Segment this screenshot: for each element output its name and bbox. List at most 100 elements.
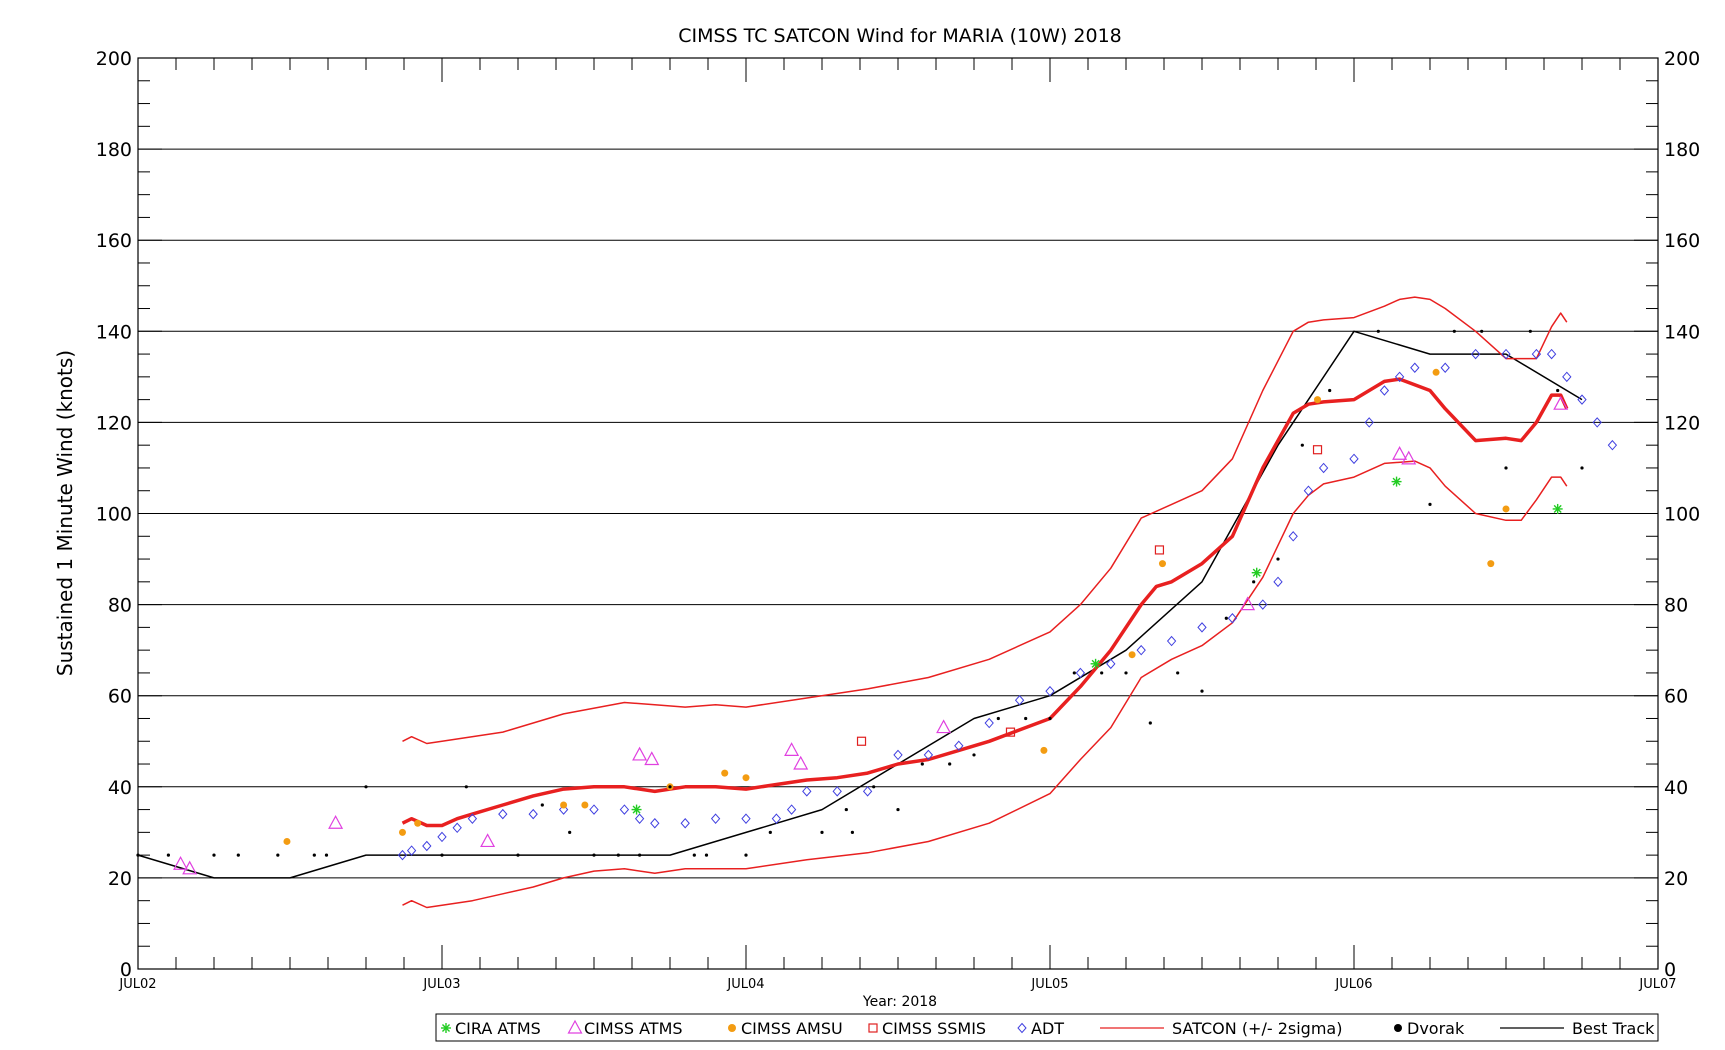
y-tick-label-left: 80 <box>108 595 132 617</box>
dvorak-point <box>568 830 572 834</box>
adt-point <box>1136 644 1146 656</box>
adt-point <box>397 849 408 861</box>
cimss-amsu-point <box>1432 368 1440 376</box>
dvorak-point <box>1276 557 1280 561</box>
adt-point <box>1364 417 1374 428</box>
y-tick-label-right: 80 <box>1664 595 1688 617</box>
legend-item-dvorak-swatch <box>1394 1024 1402 1032</box>
adt-point <box>1562 371 1572 383</box>
cira-atms-point <box>1552 503 1563 514</box>
legend-item-cimss-amsu: CIMSS AMSU <box>728 1019 843 1038</box>
adt-point <box>771 813 782 824</box>
dvorak-point <box>136 853 140 857</box>
legend-item-cimss-atms-swatch <box>567 1019 583 1034</box>
y-tick-label-left: 0 <box>120 959 132 981</box>
cira-atms-point <box>1391 476 1402 487</box>
y-tick-label-left: 160 <box>96 230 132 252</box>
cimss-amsu-point <box>581 801 589 809</box>
dvorak-point <box>1300 443 1304 447</box>
y-tick-label-left: 20 <box>108 868 132 890</box>
adt-point <box>1106 658 1116 670</box>
dvorak-point <box>1200 689 1204 693</box>
dvorak-point <box>744 853 748 857</box>
legend-item-dvorak: Dvorak <box>1394 1019 1465 1038</box>
adt-point <box>1045 685 1055 697</box>
legend-item-cira-atms-swatch <box>441 1023 451 1033</box>
adt-point <box>786 804 797 815</box>
dvorak-point <box>768 830 772 834</box>
y-axis-label: Sustained 1 Minute Wind (knots) <box>53 350 77 676</box>
y-tick-label-left: 180 <box>96 139 132 161</box>
y-tick-label-right: 0 <box>1664 959 1676 981</box>
dvorak-point <box>972 753 976 757</box>
x-tick-label: JUL05 <box>1030 977 1068 992</box>
legend-item-adt: ADT <box>1017 1019 1064 1038</box>
adt-point <box>1349 453 1359 465</box>
y-tick-label-right: 200 <box>1664 48 1700 70</box>
cimss-amsu-point <box>721 769 729 777</box>
dvorak-point <box>1124 671 1128 675</box>
adt-point <box>1379 385 1390 396</box>
dvorak-point <box>996 716 1000 721</box>
adt-point <box>650 817 660 829</box>
y-tick-label-left: 100 <box>96 504 132 526</box>
adt-point <box>893 749 903 761</box>
y-tick-labels-right: 0 20 40 60 80 100 120 140 160 180 200 <box>1664 48 1700 981</box>
dvorak-point <box>1100 671 1104 675</box>
dvorak-point <box>1176 671 1180 675</box>
adt-point <box>619 804 630 815</box>
adt-point <box>498 808 508 820</box>
dvorak-point <box>1376 329 1380 333</box>
adt-point <box>923 749 934 761</box>
dvorak-point <box>920 762 924 766</box>
cimss-ssmis-point <box>1154 545 1165 555</box>
x-tick-labels: JUL02 JUL03 JUL04 JUL05 JUL06 JUL07 <box>118 977 1676 992</box>
dvorak-point <box>276 853 280 857</box>
adt-point <box>406 845 417 856</box>
cimss-atms-point <box>784 742 800 756</box>
cimss-amsu-point <box>1128 651 1136 659</box>
adt-point <box>710 813 721 824</box>
cimss-amsu-point <box>1487 560 1495 568</box>
adt-point <box>1531 348 1542 360</box>
adt-point <box>1227 613 1238 624</box>
series-lines <box>137 296 1583 909</box>
x-tick-label: JUL03 <box>422 977 460 992</box>
adt-point <box>862 786 873 797</box>
cimss-atms-point <box>1553 395 1569 410</box>
dvorak-point <box>540 803 544 807</box>
y-tick-label-left: 60 <box>108 686 132 708</box>
dvorak-point <box>464 785 468 789</box>
adt-point <box>832 786 842 797</box>
adt-point <box>634 813 645 824</box>
dvorak-point <box>1428 502 1432 506</box>
cimss-ssmis-point <box>1312 445 1323 455</box>
dvorak-point <box>948 762 952 766</box>
grid-lines <box>138 148 1658 879</box>
dvorak-point <box>1224 616 1228 620</box>
cimss-amsu-point <box>1314 396 1322 404</box>
dvorak-point <box>1148 721 1152 725</box>
dvorak-point <box>1580 466 1584 470</box>
adt-point <box>467 813 478 824</box>
cimss-amsu-point <box>742 774 750 782</box>
legend-box <box>435 1013 1659 1042</box>
adt-point <box>1546 348 1557 360</box>
dvorak-point <box>844 807 848 812</box>
x-tick-label: JUL07 <box>1638 977 1676 992</box>
y-tick-label-right: 20 <box>1664 868 1688 890</box>
adt-point <box>589 804 599 815</box>
adt-point <box>1394 371 1405 383</box>
dvorak-point <box>1504 466 1508 470</box>
legend-item-cira-atms-label: CIRA ATMS <box>455 1019 541 1038</box>
y-tick-label-left: 120 <box>96 412 132 434</box>
dvorak-point <box>1480 329 1484 333</box>
x-tick-label: JUL06 <box>1334 977 1372 992</box>
adt-point <box>1592 417 1602 428</box>
x-tick-label: JUL04 <box>726 977 764 992</box>
y-tick-label-left: 200 <box>96 48 132 70</box>
dvorak-point <box>236 853 240 857</box>
dvorak-point <box>1328 388 1332 393</box>
cimss-atms-point <box>182 860 198 875</box>
cira-atms-point <box>631 804 642 815</box>
